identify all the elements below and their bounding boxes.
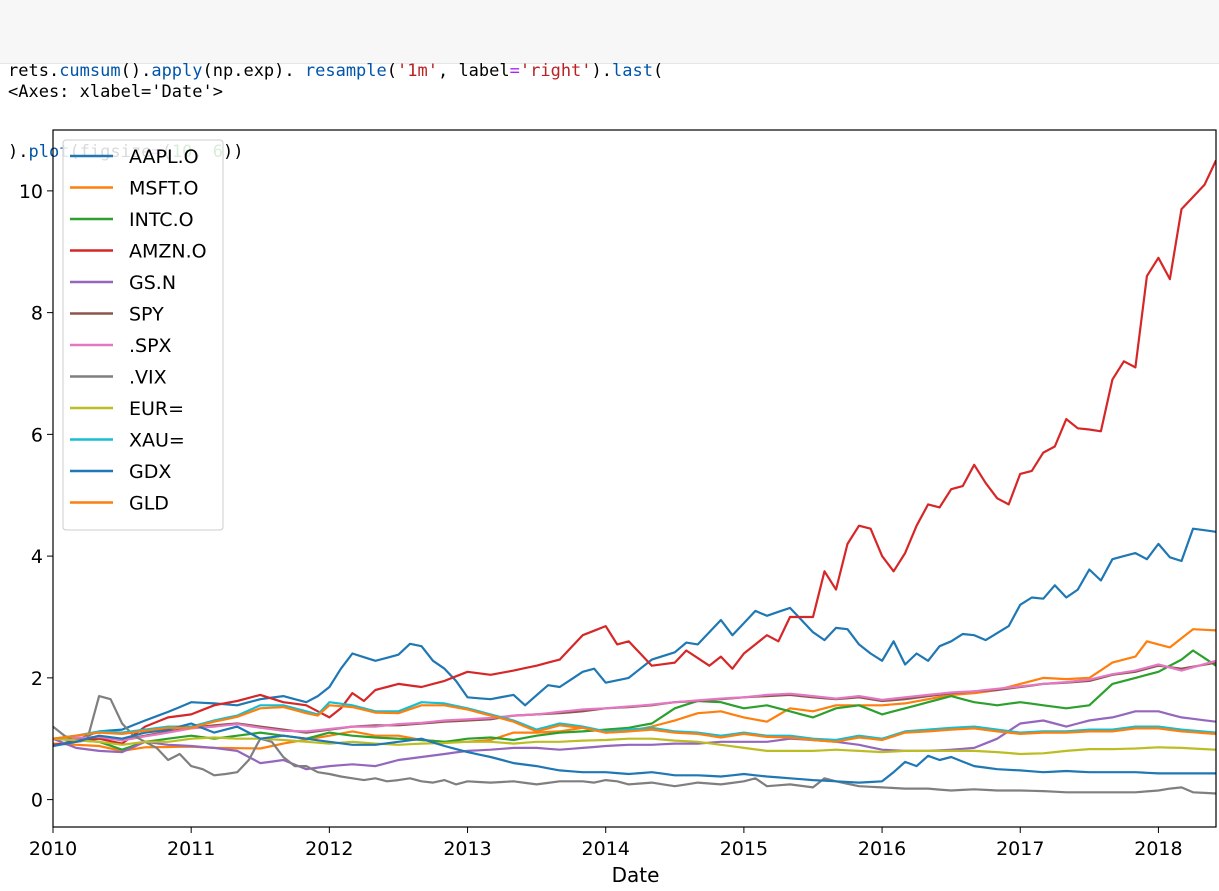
legend-label: INTC.O: [129, 209, 194, 231]
legend: AAPL.O MSFT.O INTC.O AMZN.O GS.N SPY .SPX .VIX E…: [62, 139, 224, 531]
legend-label: AAPL.O: [129, 146, 199, 168]
legend-label: MSFT.O: [129, 178, 198, 200]
code-token: cumsum: [59, 61, 121, 81]
code-token: ).: [8, 142, 29, 162]
x-tick-label: 2015: [720, 838, 768, 860]
legend-label: GDX: [129, 461, 171, 483]
x-tick-label: 2011: [167, 838, 215, 860]
code-line-1: rets.cumsum().apply(np.exp). resample('1…: [8, 58, 1219, 85]
code-token: resample: [304, 61, 387, 81]
code-token: )): [223, 142, 244, 162]
x-axis: 2010 2011 2012 2013 2014 2015 2016 2017 2018: [29, 827, 1183, 860]
code-token: ).: [591, 61, 613, 81]
code-token: last: [612, 61, 653, 81]
axes-frame: [52, 129, 1217, 828]
code-token: 'right': [519, 61, 592, 81]
x-tick-label: 2018: [1134, 838, 1182, 860]
legend-box: [62, 139, 224, 531]
y-tick-label: 0: [31, 790, 43, 812]
code-token: (: [652, 61, 664, 81]
y-tick-label: 2: [31, 668, 43, 690]
code-token: (: [386, 61, 398, 81]
legend-label: EUR=: [129, 398, 184, 420]
legend-label: .VIX: [129, 367, 167, 389]
y-tick-label: 4: [31, 546, 43, 568]
code-token: plot: [28, 142, 70, 162]
series-line-eur: [53, 736, 1216, 756]
legend-label: .SPX: [129, 335, 172, 357]
y-tick-label: 8: [31, 303, 43, 325]
code-token: =: [509, 61, 520, 81]
legend-label: GS.N: [129, 272, 176, 294]
code-token: '1m': [397, 61, 438, 81]
code-token: (np.exp).: [202, 61, 305, 81]
series-line-xau: [53, 701, 1216, 742]
series-line-vix: [53, 694, 1216, 795]
y-axis: 0 2 4 6 8 10: [19, 181, 53, 812]
series-line-aaplo: [53, 527, 1216, 748]
x-tick-label: 2013: [443, 838, 491, 860]
line-chart: 2010 2011 2012 2013 2014 2015 2016 2017 2018 0 2 4…: [19, 129, 1217, 887]
x-tick-label: 2014: [582, 838, 630, 860]
series-line-intco: [53, 649, 1216, 751]
code-token: apply: [151, 61, 203, 81]
x-tick-label: 2010: [29, 838, 77, 860]
cell-output-text: <Axes: xlabel='Date'>: [8, 82, 223, 102]
series-line-gsn: [53, 710, 1216, 771]
legend-label: XAU=: [129, 430, 185, 452]
series-line-spx: [53, 659, 1216, 742]
plot-lines: [53, 159, 1216, 795]
legend-label: SPY: [129, 304, 164, 326]
legend-label: AMZN.O: [129, 241, 207, 263]
x-axis-label: Date: [612, 863, 660, 887]
code-token: , label: [437, 61, 510, 81]
y-tick-label: 10: [19, 181, 43, 203]
x-tick-label: 2016: [858, 838, 906, 860]
series-line-gdx: [53, 722, 1216, 784]
x-tick-label: 2012: [305, 838, 353, 860]
code-cell[interactable]: rets.cumsum().apply(np.exp). resample('1…: [0, 0, 1219, 162]
code-token: rets.: [8, 61, 60, 81]
code-token: ().: [120, 61, 152, 81]
series-line-gld: [53, 704, 1216, 743]
y-tick-label: 6: [31, 424, 43, 446]
legend-label: GLD: [129, 493, 169, 515]
series-line-amzno: [53, 159, 1216, 746]
x-tick-label: 2017: [996, 838, 1044, 860]
